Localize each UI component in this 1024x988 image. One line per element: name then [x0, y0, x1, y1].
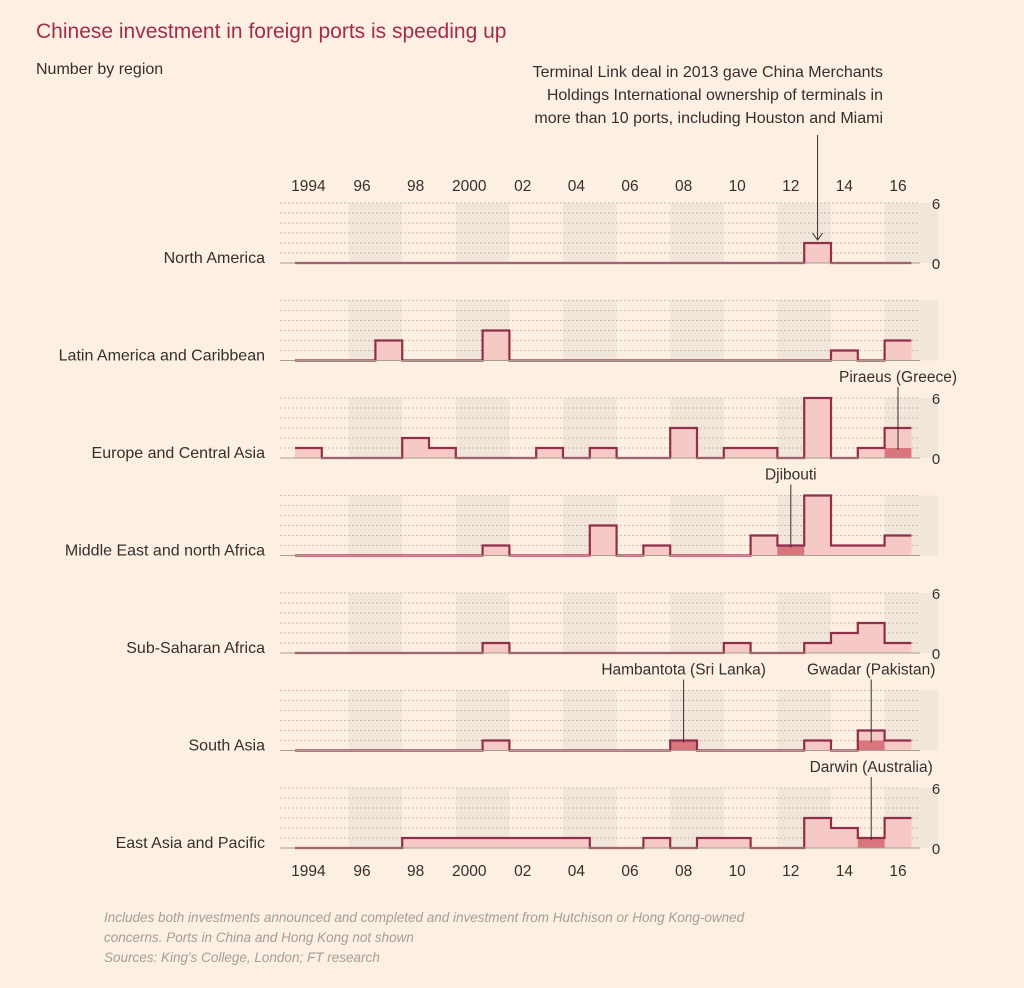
annotation-text: Djibouti — [765, 467, 817, 484]
x-tick-label-top: 1994 — [291, 178, 326, 195]
x-tick-label-bottom: 98 — [407, 863, 424, 880]
series-area — [295, 818, 912, 848]
x-tick-label-top: 12 — [782, 178, 799, 195]
year-band — [563, 300, 617, 361]
series-area — [295, 330, 912, 361]
y-tick-label: 6 — [932, 391, 940, 408]
x-tick-label-bottom: 96 — [353, 863, 370, 880]
y-tick-label: 0 — [932, 451, 940, 468]
footnote-source: Sources: King's College, London; FT rese… — [104, 950, 380, 965]
year-band — [884, 203, 939, 263]
x-tick-label-bottom: 1994 — [291, 863, 326, 880]
small-multiples-chart: 1994199496969898200020000202040406060808… — [59, 64, 957, 880]
region-label: Latin America and Caribbean — [59, 348, 265, 365]
x-tick-label-bottom: 10 — [729, 863, 747, 880]
y-tick-label: 0 — [932, 256, 940, 273]
x-tick-label-top: 14 — [836, 178, 854, 195]
region-label: Sub-Saharan Africa — [126, 640, 265, 657]
x-tick-label-bottom: 16 — [889, 863, 906, 880]
highlight-port — [857, 838, 885, 848]
x-tick-label-top: 2000 — [452, 178, 487, 195]
chart-subtitle: Number by region — [36, 61, 164, 78]
annotation-text: Gwadar (Pakistan) — [807, 662, 935, 679]
annotation-text: Holdings International ownership of term… — [547, 87, 883, 104]
y-tick-label: 0 — [932, 841, 940, 858]
highlight-port — [857, 740, 885, 751]
x-tick-label-bottom: 04 — [568, 863, 586, 880]
footnote-line-2: concerns. Ports in China and Hong Kong n… — [104, 930, 414, 945]
x-tick-label-top: 08 — [675, 178, 692, 195]
y-tick-label: 0 — [932, 646, 940, 663]
x-tick-label-top: 96 — [353, 178, 370, 195]
y-tick-label: 6 — [932, 586, 940, 603]
annotation-text: Darwin (Australia) — [810, 759, 933, 776]
x-tick-label-bottom: 14 — [836, 863, 854, 880]
x-tick-label-top: 04 — [568, 178, 586, 195]
x-tick-label-top: 10 — [729, 178, 747, 195]
footnote: Includes both investments announced and … — [104, 908, 864, 968]
region-label: North America — [164, 250, 265, 267]
chart-title: Chinese investment in foreign ports is s… — [36, 20, 507, 43]
annotation-text: Piraeus (Greece) — [839, 369, 957, 386]
x-tick-label-bottom: 02 — [514, 863, 531, 880]
annotation-arrowhead — [812, 232, 824, 241]
highlight-port — [777, 545, 805, 556]
x-tick-label-bottom: 12 — [782, 863, 799, 880]
highlight-port — [670, 740, 697, 751]
year-band — [563, 203, 617, 263]
region-label: South Asia — [189, 738, 266, 755]
annotation-text: more than 10 ports, including Houston an… — [534, 110, 883, 127]
x-tick-label-bottom: 08 — [675, 863, 692, 880]
series-area — [295, 623, 912, 653]
x-tick-label-top: 98 — [407, 178, 424, 195]
series-line — [295, 396, 912, 460]
region-label: Europe and Central Asia — [92, 445, 266, 462]
annotation-text: Hambantota (Sri Lanka) — [601, 662, 766, 679]
region-label: East Asia and Pacific — [116, 835, 265, 852]
footnote-line-1: Includes both investments announced and … — [104, 910, 745, 925]
x-tick-label-bottom: 2000 — [452, 863, 487, 880]
annotation-text: Terminal Link deal in 2013 gave China Me… — [533, 64, 883, 81]
y-tick-label: 6 — [932, 196, 940, 213]
x-tick-label-top: 16 — [889, 178, 906, 195]
highlight-port — [884, 448, 912, 458]
region-label: Middle East and north Africa — [65, 543, 265, 560]
year-band — [563, 593, 617, 653]
x-tick-label-top: 06 — [621, 178, 638, 195]
y-tick-label: 6 — [932, 781, 940, 798]
x-tick-label-bottom: 06 — [621, 863, 638, 880]
x-tick-label-top: 02 — [514, 178, 531, 195]
year-band — [563, 690, 617, 751]
series-line — [295, 816, 912, 850]
